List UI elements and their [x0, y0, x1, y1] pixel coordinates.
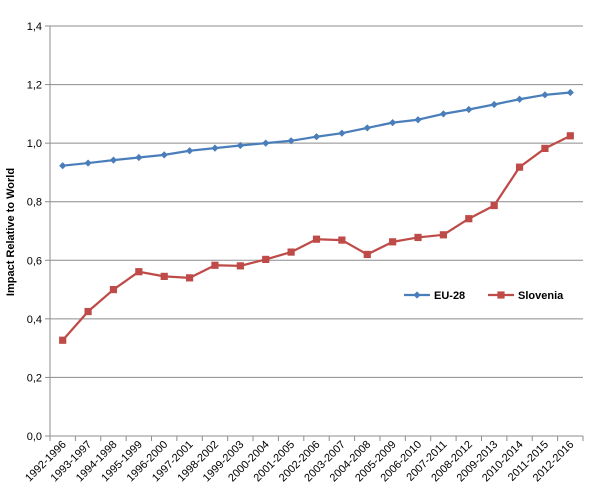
y-tick-label: 1,0 [27, 138, 42, 150]
y-tick-label: 0,2 [27, 372, 42, 384]
data-point [160, 272, 168, 280]
data-point [109, 285, 118, 294]
data-point [135, 153, 143, 162]
series-layer [59, 88, 574, 344]
y-tick-label: 1,2 [27, 80, 42, 92]
data-point [287, 137, 295, 145]
data-point [414, 116, 422, 124]
y-tick-label: 0,8 [27, 197, 42, 209]
data-point [541, 91, 549, 99]
legend-label: EU-28 [434, 290, 465, 302]
data-point [389, 119, 397, 127]
data-point [262, 255, 270, 264]
data-point [84, 307, 92, 316]
data-point [59, 162, 67, 170]
data-point [465, 105, 473, 114]
y-tick-label: 0,4 [27, 314, 42, 326]
data-point [236, 141, 244, 150]
data-point [414, 233, 422, 242]
data-point [439, 231, 448, 239]
data-point [109, 156, 118, 164]
y-axis-label: Impact Relative to World [5, 168, 17, 296]
data-point [490, 201, 498, 210]
data-point [515, 163, 524, 171]
data-point [287, 248, 295, 256]
legend-marker [413, 291, 421, 299]
data-point [211, 144, 219, 152]
y-tick-labels: 0,0 0,2 0,4 0,6 0,8 1,0 1,2 1,4 [27, 21, 42, 443]
data-point [211, 261, 219, 269]
data-point [439, 110, 448, 118]
gridlines [50, 25, 583, 378]
data-point [338, 129, 346, 137]
y-tick-label: 0,0 [27, 431, 42, 443]
series-slovenia [59, 132, 574, 344]
data-point [363, 250, 371, 259]
data-point [541, 144, 549, 153]
data-point [389, 238, 397, 246]
data-point [312, 235, 321, 243]
axes [45, 25, 584, 441]
y-tick-label: 1,4 [27, 21, 42, 33]
series-eu-28 [59, 88, 574, 170]
data-point [185, 147, 194, 155]
y-tick-label: 0,6 [27, 255, 42, 267]
data-point [59, 336, 67, 344]
data-point [490, 100, 498, 109]
data-point [262, 139, 270, 147]
data-point [566, 132, 574, 140]
data-point [363, 124, 371, 132]
data-point [465, 215, 473, 223]
legend-item: Slovenia [488, 290, 564, 302]
data-point [135, 268, 143, 276]
data-point [185, 274, 194, 282]
data-point [236, 262, 244, 270]
legend-item: EU-28 [404, 290, 465, 302]
data-point [515, 95, 524, 103]
legend-label: Slovenia [518, 290, 564, 302]
data-point [566, 88, 574, 97]
legend: EU-28 Slovenia [404, 290, 564, 302]
data-point [312, 133, 321, 141]
data-point [84, 159, 92, 167]
x-tick-labels: 1992-19961993-19971994-19981995-19991996… [23, 439, 576, 485]
legend-marker [497, 291, 505, 299]
data-point [160, 151, 168, 159]
data-point [338, 236, 346, 244]
